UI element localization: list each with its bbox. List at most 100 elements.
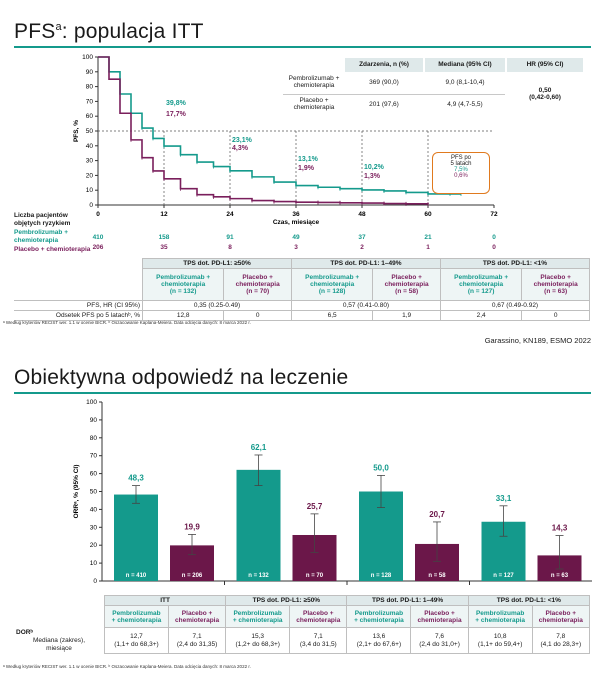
risk-label-pembro: Pembrolizumab + chemioterapia (14, 229, 68, 244)
bar-value-label: 20,7 (429, 510, 445, 519)
risk-value: 0 (492, 234, 496, 241)
bar-n-label: n = 206 (182, 573, 203, 579)
bar-value-label: 33,1 (496, 494, 512, 503)
y-axis-label: ORRᵃ, % (95% CI) (73, 465, 80, 519)
bar-n-label: n = 70 (306, 573, 324, 579)
dor-arm-teal-4: Pembrolizumab + chemioterapia (467, 605, 533, 628)
y-tick-label: 80 (90, 435, 98, 442)
sg-os5-1: 12,8 (141, 310, 225, 321)
y-tick-label: 90 (90, 417, 98, 424)
sg-hr-3: 0,67 (0.49-0.92) (439, 300, 591, 311)
sg-hr-2: 0,57 (0.41-0.80) (290, 300, 441, 311)
y-tick-label: 10 (86, 187, 94, 194)
pfs-5yr-callout: PFS po 5 latach 7,5% 0,6% (432, 152, 490, 194)
y-tick-label: 30 (90, 524, 98, 531)
y-tick-label: 50 (86, 128, 94, 135)
pfs-title: PFSa: populacja ITT (14, 20, 204, 43)
sg-os5-4: 1,9 (372, 310, 441, 321)
dor-arm-teal-2: Pembrolizumab + chemioterapia (225, 605, 291, 628)
inset-header-events: Zdarzenia, n (%) (345, 58, 423, 72)
sg-os5-3: 6,5 (290, 310, 374, 321)
risk-value: 35 (160, 244, 168, 251)
dor-value-1: 12,7 (1,1+ do 68,3+) (104, 627, 169, 654)
dor-value-3: 15,3 (1,2+ do 68,3+) (225, 627, 291, 654)
y-tick-label: 0 (89, 202, 93, 209)
x-tick-label: 36 (292, 211, 300, 218)
sg-header-1: TPS dot. PD-L1: ≥50% (142, 258, 292, 269)
sg-os5-5: 2,4 (439, 310, 523, 321)
y-tick-label: 90 (86, 69, 94, 76)
landmark-teal-label: 13,1% (298, 156, 319, 163)
sg-header-2: TPS dot. PD-L1: 1–49% (290, 258, 441, 269)
sg-arm-teal-2: Pembrolizumab + chemioterapia (n = 128) (290, 268, 374, 301)
inset-row-median-pembro: 9,0 (8,1-10,4) (445, 79, 485, 86)
risk-value: 1 (426, 244, 430, 251)
inset-row-events-pembro: 369 (90,0) (369, 79, 399, 86)
inset-header-hr: HR (95% CI) (507, 58, 583, 72)
y-tick-label: 70 (86, 98, 94, 105)
bar-n-label: n = 58 (428, 573, 446, 579)
risk-value: 158 (159, 234, 170, 241)
risk-title: Liczba pacjentów objętych ryzykiem (14, 212, 71, 227)
inset-row-label-pembro: Pembrolizumab + chemioterapia (288, 75, 340, 89)
y-axis-label: PFS, % (73, 120, 80, 142)
dor-value-6: 7,6 (2,4 do 31,0+) (410, 627, 469, 654)
y-tick-label: 60 (86, 113, 94, 120)
callout-teal: 7,5% (454, 167, 468, 173)
inset-header-median: Mediana (95% CI) (425, 58, 505, 72)
y-tick-label: 20 (90, 542, 98, 549)
x-tick-label: 72 (490, 211, 498, 218)
inset-row-events-placebo: 201 (97,6) (369, 101, 399, 108)
bar-pembrolizumab (236, 469, 281, 581)
bar-n-label: n = 128 (371, 573, 392, 579)
bar-pembrolizumab (114, 494, 158, 581)
risk-value: 49 (292, 234, 300, 241)
y-tick-label: 80 (86, 84, 94, 91)
bar-value-label: 48,3 (128, 474, 144, 483)
sg-arm-plum-1: Placebo + chemioterapia (n = 70) (223, 268, 292, 301)
sg-os5-6: 0 (521, 310, 590, 321)
bar-n-label: n = 127 (493, 573, 514, 579)
inset-row-median-placebo: 4,9 (4,7-5,5) (447, 101, 483, 108)
dor-arm-plum-3: Placebo + chemioterapia (410, 605, 469, 628)
sg-hr-label: PFS, HR (CI 95%) (14, 300, 143, 311)
y-tick-label: 100 (86, 399, 97, 406)
dor-arm-plum-4: Placebo + chemioterapia (531, 605, 591, 628)
risk-value: 37 (358, 234, 366, 241)
risk-value: 2 (360, 244, 364, 251)
y-tick-label: 0 (93, 578, 97, 585)
sg-arm-plum-3: Placebo + chemioterapia (n = 63) (521, 268, 590, 301)
inset-row-label-placebo: Placebo + chemioterapia (293, 97, 335, 111)
x-tick-label: 48 (358, 211, 366, 218)
orr-bar-chart: 0 10 20 30 40 50 60 70 80 90 100 ORRᵃ, % (95% CI) 48… (73, 399, 592, 585)
y-tick-label: 70 (90, 453, 98, 460)
x-tick-label: 24 (226, 211, 234, 218)
orr-title-rule (14, 392, 591, 394)
dor-value-8: 7,8 (4,1 do 28,3+) (531, 627, 591, 654)
sg-arm-teal-1: Pembrolizumab + chemioterapia (n = 132) (141, 268, 225, 301)
landmark-plum-label: 1,9% (298, 165, 315, 172)
risk-value: 410 (93, 234, 104, 241)
sg-os5-label: Odsetek PFS po 5 latachᵇ, % (14, 310, 143, 321)
bar-n-label: n = 132 (248, 573, 269, 579)
dor-arm-teal-1: Pembrolizumab + chemioterapia (104, 605, 169, 628)
dor-sublabel: Mediana (zakres), miesiące (32, 636, 86, 652)
sg-hr-1: 0,35 (0.25-0.49) (142, 300, 292, 311)
x-tick-label: 12 (160, 211, 168, 218)
orr-title: Obiektywna odpowiedź na leczenie (14, 366, 349, 389)
pfs-subgroup-table: TPS dot. PD-L1: ≥50% TPS dot. PD-L1: 1–4… (14, 258, 591, 321)
risk-label-placebo: Placebo + chemioterapia (14, 246, 91, 253)
title-rule (14, 46, 591, 48)
dor-value-2: 7,1 (2,4 do 31,35) (167, 627, 227, 654)
landmark-teal-label: 23,1% (232, 137, 253, 144)
bar-value-label: 19,9 (184, 522, 200, 531)
bar-n-label: n = 63 (551, 573, 569, 579)
bar-value-label: 50,0 (373, 463, 389, 472)
dor-arm-plum-2: Placebo + chemioterapia (289, 605, 348, 628)
risk-value: 0 (492, 244, 496, 251)
sg-os5-2: 0 (223, 310, 292, 321)
sg-arm-plum-2: Placebo + chemioterapia (n = 58) (372, 268, 441, 301)
bar-value-label: 14,3 (552, 524, 568, 533)
bar-value-label: 25,7 (307, 502, 323, 511)
